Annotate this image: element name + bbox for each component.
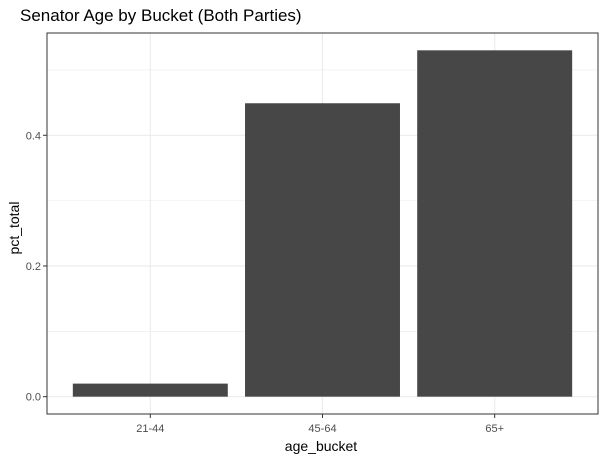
x-axis-ticks: 21-44 45-64 65+ (136, 414, 504, 435)
bar-65+ (417, 50, 573, 397)
y-axis-ticks: 0.0 0.2 0.4 (26, 130, 47, 404)
x-axis-title: age_bucket (285, 438, 358, 454)
x-tick-label: 45-64 (308, 423, 336, 435)
bars (72, 50, 573, 397)
bar-21-44 (72, 383, 228, 397)
y-tick-label: 0.4 (26, 130, 41, 142)
chart-title: Senator Age by Bucket (Both Parties) (20, 6, 302, 25)
bar-45-64 (245, 103, 400, 397)
y-tick-label: 0.2 (26, 261, 41, 273)
y-tick-label: 0.0 (26, 392, 41, 404)
x-tick-label: 65+ (485, 423, 504, 435)
x-tick-label: 21-44 (136, 423, 164, 435)
y-axis-title: pct_total (6, 202, 22, 255)
